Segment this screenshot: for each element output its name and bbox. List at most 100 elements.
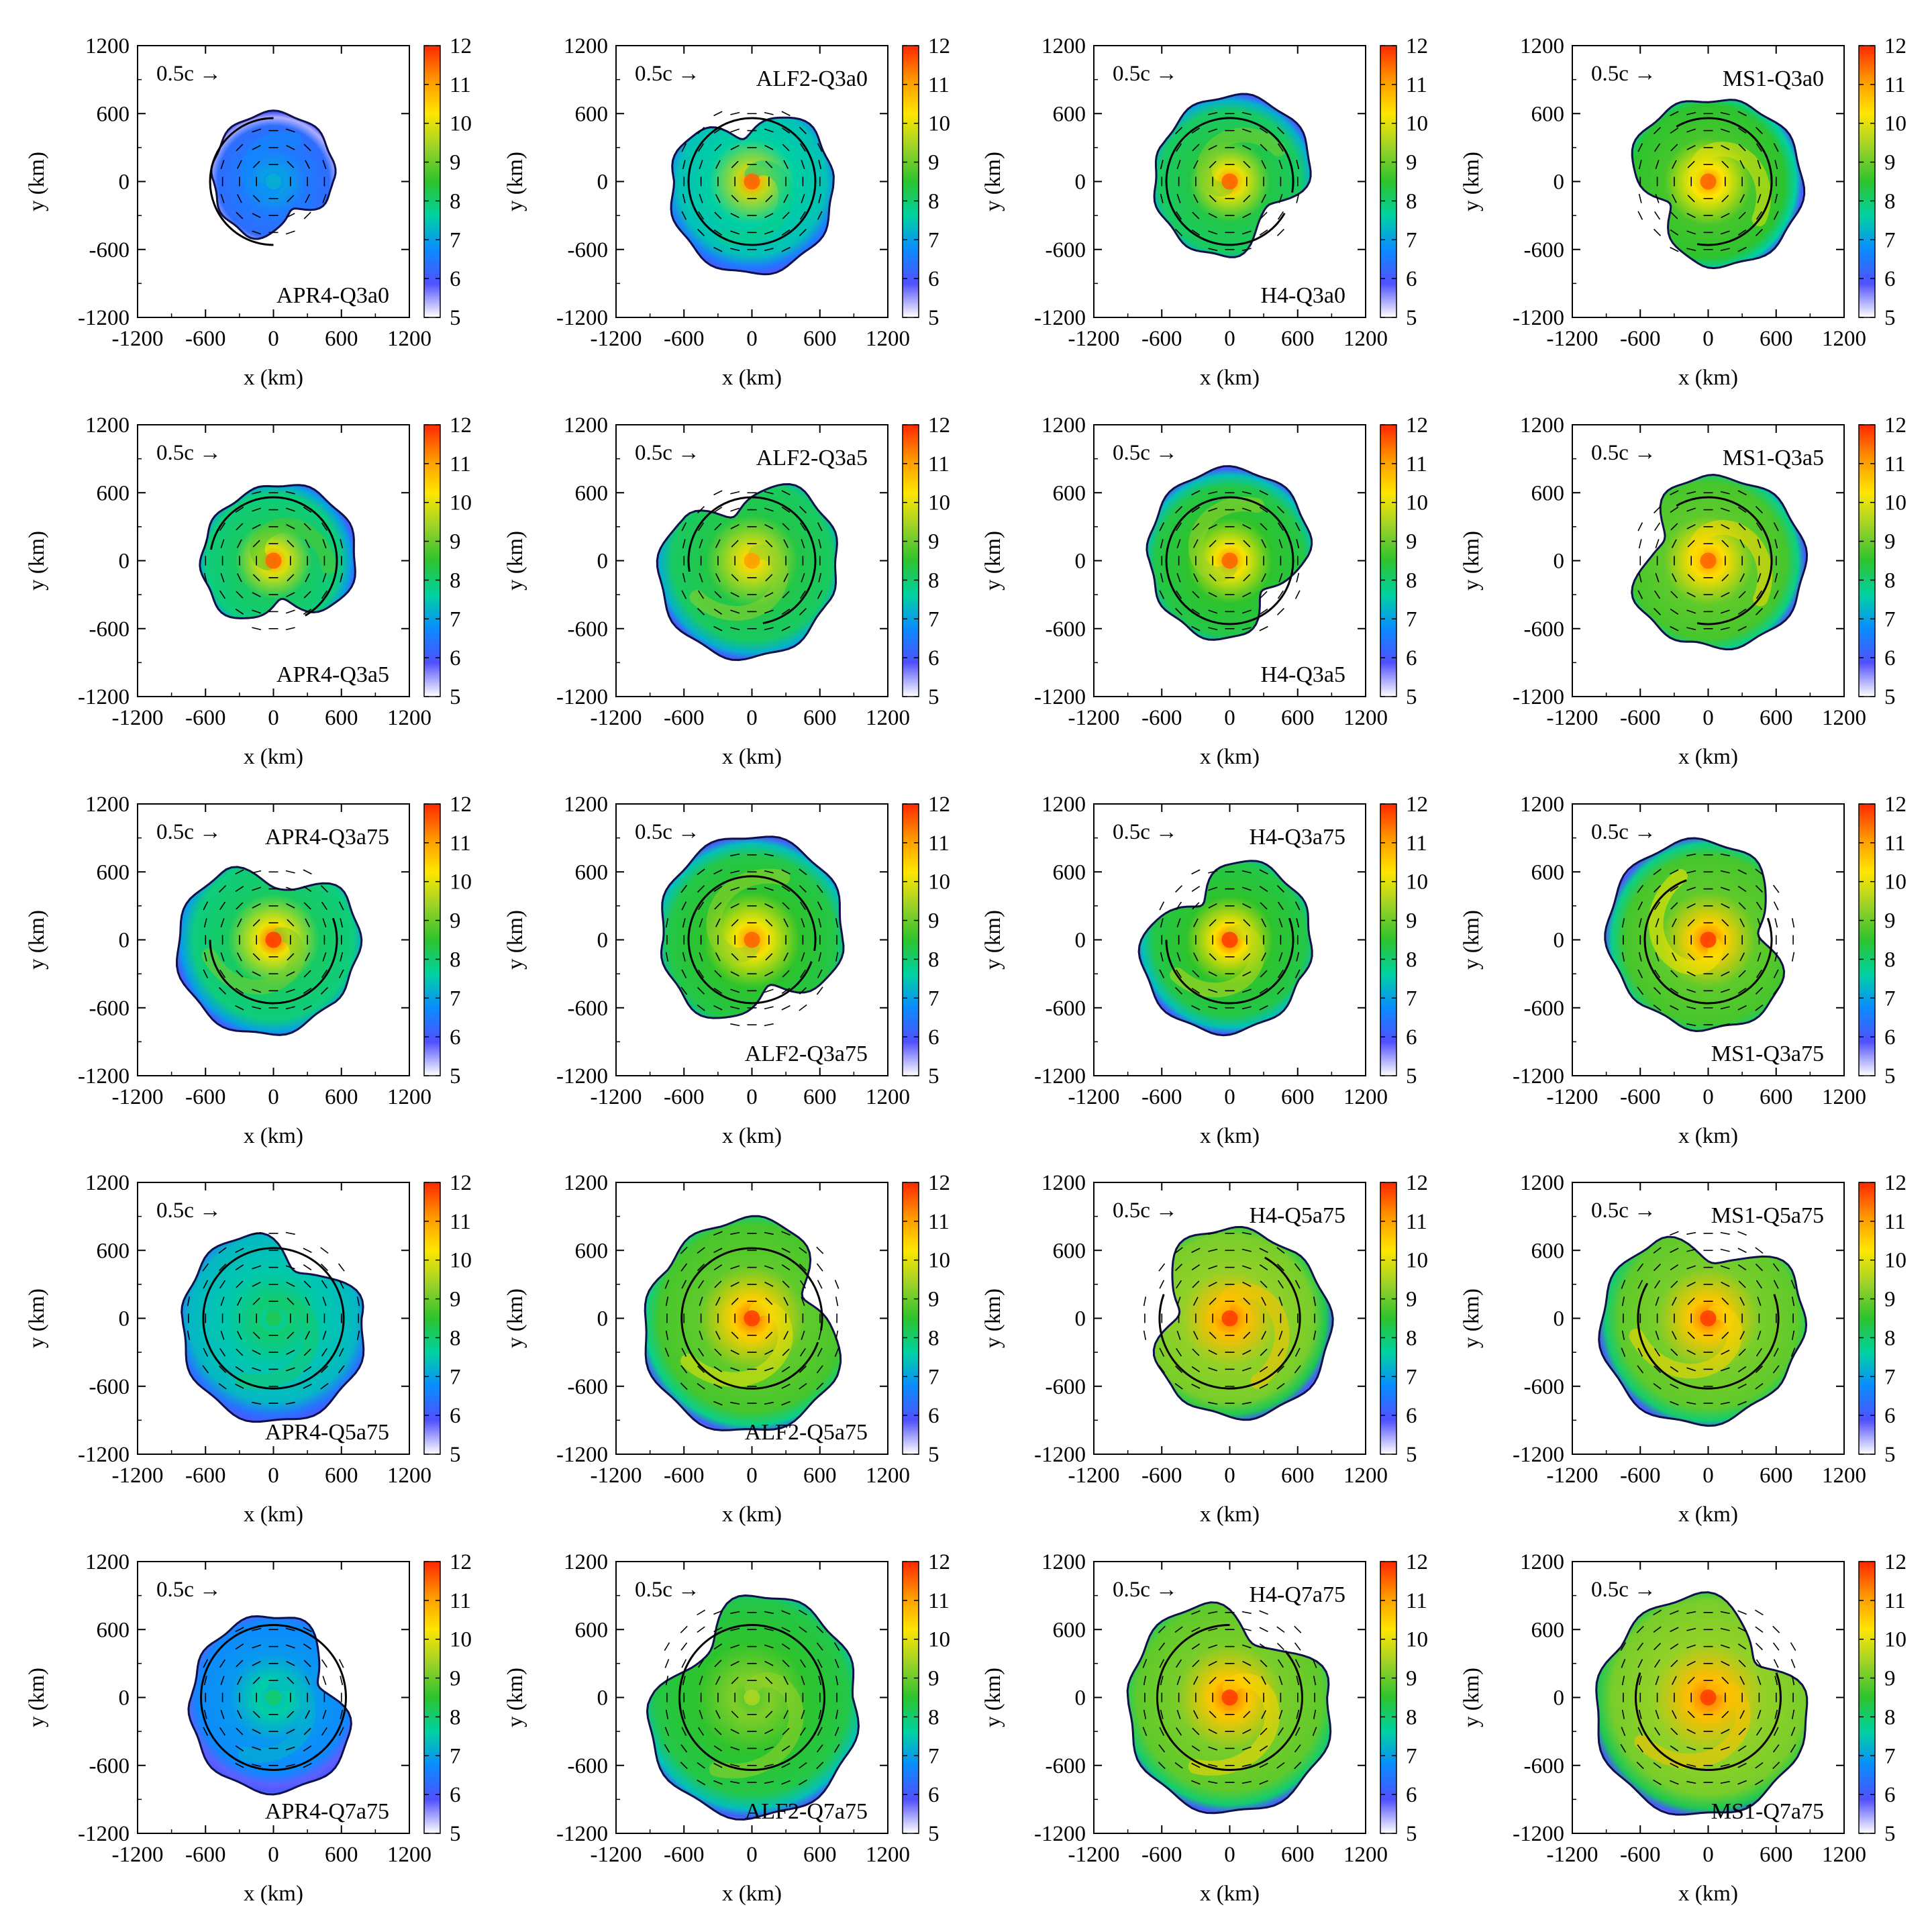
velocity-arrow xyxy=(1739,1710,1745,1719)
velocity-arrow xyxy=(1191,490,1201,496)
velocity-arrow xyxy=(1191,886,1201,893)
panel-label: ALF2-Q3a75 xyxy=(745,1041,868,1066)
panel-label: MS1-Q7a75 xyxy=(1711,1799,1824,1824)
velocity-arrow xyxy=(698,211,705,220)
velocity-arrow xyxy=(1739,918,1745,927)
velocity-arrow xyxy=(799,1004,807,1011)
velocity-arrow xyxy=(1209,953,1217,961)
velocity-arrow xyxy=(1175,986,1183,995)
velocity-arrow xyxy=(1686,1729,1696,1735)
x-axis-label: x (km) xyxy=(244,745,303,769)
velocity-arrow xyxy=(1671,1297,1677,1306)
velocity-arrow xyxy=(1755,506,1763,514)
panel-label: APR4-Q3a75 xyxy=(265,825,389,850)
velocity-arrow xyxy=(236,539,242,548)
panel-label: H4-Q3a0 xyxy=(1260,283,1345,308)
velocity-arrow xyxy=(303,987,312,994)
x-tick-label: -600 xyxy=(1141,1843,1182,1867)
velocity-arrow xyxy=(715,1331,721,1340)
velocity-arrow xyxy=(1241,1231,1252,1235)
y-tick-label: 1200 xyxy=(85,413,130,438)
colorbar-tick-label: 10 xyxy=(450,1249,472,1273)
velocity-arrow xyxy=(764,1401,774,1405)
velocity-reference-label: 0.5c xyxy=(156,441,194,465)
velocity-arrow xyxy=(252,128,262,133)
velocity-arrow xyxy=(219,1727,226,1736)
velocity-arrow xyxy=(305,539,311,548)
velocity-arrow xyxy=(764,1265,774,1270)
velocity-arrow xyxy=(730,1627,740,1631)
colorbar-tick-label: 12 xyxy=(1884,1171,1906,1195)
colorbar xyxy=(902,803,919,1076)
velocity-arrow xyxy=(1721,592,1730,598)
velocity-arrow xyxy=(1296,572,1300,582)
velocity-arrow xyxy=(818,193,822,203)
velocity-arrow xyxy=(730,988,740,993)
colorbar-tick-label: 9 xyxy=(1406,151,1417,175)
velocity-arrow xyxy=(1277,522,1284,531)
velocity-arrow xyxy=(285,870,295,874)
velocity-arrow xyxy=(1208,1367,1218,1372)
velocity-arrow xyxy=(816,1365,823,1374)
velocity-arrow xyxy=(1686,627,1696,631)
velocity-arrow xyxy=(1294,1348,1301,1357)
velocity-arrow xyxy=(1737,1401,1747,1406)
velocity-arrow xyxy=(1296,160,1300,170)
colorbar-tick-label: 7 xyxy=(928,1744,939,1768)
density-field xyxy=(670,111,835,276)
core xyxy=(744,1310,760,1327)
velocity-arrow xyxy=(680,884,688,893)
velocity-reference-label: 0.5c xyxy=(1113,62,1150,86)
velocity-arrow xyxy=(1655,193,1660,203)
y-tick-label: -1200 xyxy=(78,306,130,330)
velocity-reference-arrow: → xyxy=(678,1578,700,1602)
velocity-arrow xyxy=(1670,1383,1679,1389)
velocity-arrow xyxy=(203,952,207,962)
velocity-arrow xyxy=(322,1709,327,1719)
velocity-arrow xyxy=(1738,1727,1746,1735)
x-tick-label: -600 xyxy=(1620,1843,1661,1867)
velocity-arrow xyxy=(1208,213,1217,219)
velocity-arrow xyxy=(235,1643,244,1650)
velocity-arrow xyxy=(781,111,791,117)
velocity-arrow xyxy=(1721,1711,1729,1719)
velocity-arrow xyxy=(713,490,723,496)
disk xyxy=(1126,1601,1332,1815)
velocity-arrow xyxy=(782,523,790,531)
velocity-arrow xyxy=(1773,143,1779,152)
velocity-arrow xyxy=(1242,523,1252,529)
velocity-arrow xyxy=(1670,1401,1679,1406)
velocity-arrow xyxy=(781,625,791,631)
velocity-arrow xyxy=(1242,1281,1252,1287)
velocity-arrow xyxy=(1755,607,1763,615)
velocity-arrow xyxy=(303,1280,311,1288)
velocity-arrow xyxy=(220,160,225,170)
colorbar-tick-label: 5 xyxy=(450,685,461,709)
velocity-arrow xyxy=(1276,127,1284,135)
velocity-arrow xyxy=(321,969,327,978)
velocity-arrow xyxy=(764,523,774,529)
velocity-arrow xyxy=(287,540,295,548)
velocity-arrow xyxy=(1721,195,1729,203)
velocity-arrow xyxy=(1621,1297,1625,1307)
velocity-arrow xyxy=(1686,507,1696,512)
velocity-arrow xyxy=(1277,1659,1284,1668)
colorbar-tick-label: 12 xyxy=(450,1550,472,1574)
colorbar-tick-label: 8 xyxy=(928,1705,939,1729)
velocity-arrow xyxy=(236,952,242,962)
panel-label: APR4-Q3a5 xyxy=(276,662,389,687)
x-tick-label: 600 xyxy=(325,706,358,730)
velocity-reference-arrow: → xyxy=(678,441,700,465)
velocity-arrow xyxy=(285,1265,295,1270)
velocity-arrow xyxy=(220,1297,225,1307)
reference-circle xyxy=(687,875,817,1005)
y-axis-label: y (km) xyxy=(503,152,527,211)
x-tick-label: 0 xyxy=(1224,706,1235,730)
velocity-arrow xyxy=(1687,540,1695,548)
velocity-arrow xyxy=(252,195,260,203)
colorbar-tick-label: 7 xyxy=(928,986,939,1011)
velocity-arrow xyxy=(764,1644,774,1649)
velocity-arrow xyxy=(730,886,740,891)
velocity-arrow xyxy=(1241,230,1252,235)
